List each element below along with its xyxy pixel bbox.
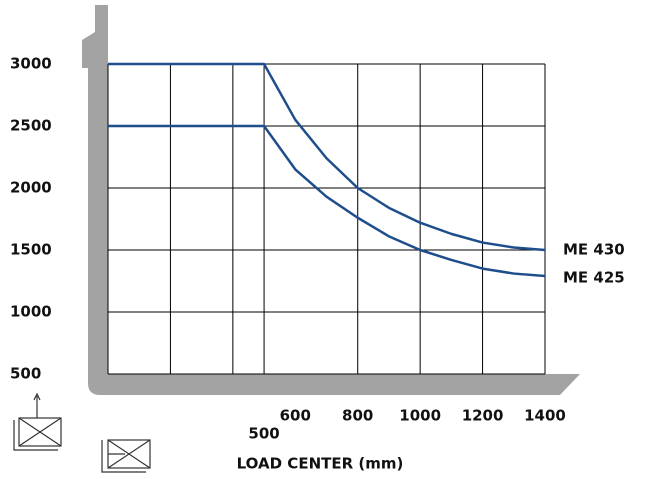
- x-axis-label: LOAD CENTER (mm): [237, 455, 404, 473]
- x-tick-label: 600: [280, 407, 311, 425]
- load-icon-horizontal: [101, 439, 151, 473]
- x-tick-label: 1000: [399, 407, 441, 425]
- x-tick-label: 500: [248, 425, 279, 443]
- y-tick-label: 1000: [10, 303, 52, 321]
- series-line: [108, 62, 546, 252]
- series-label: ME 430: [563, 241, 625, 259]
- series-label: ME 425: [563, 269, 625, 287]
- y-tick-label: 3000: [10, 55, 52, 73]
- x-tick-label: 1200: [462, 407, 504, 425]
- load-icon-vertical: [13, 392, 62, 451]
- x-tick-label: 800: [342, 407, 373, 425]
- y-tick-label: 2500: [10, 117, 52, 135]
- y-tick-label: 500: [10, 365, 41, 383]
- y-tick-label: 1500: [10, 241, 52, 259]
- y-tick-label: 2000: [10, 179, 52, 197]
- series-line: [108, 124, 546, 278]
- x-tick-label: 1400: [524, 407, 566, 425]
